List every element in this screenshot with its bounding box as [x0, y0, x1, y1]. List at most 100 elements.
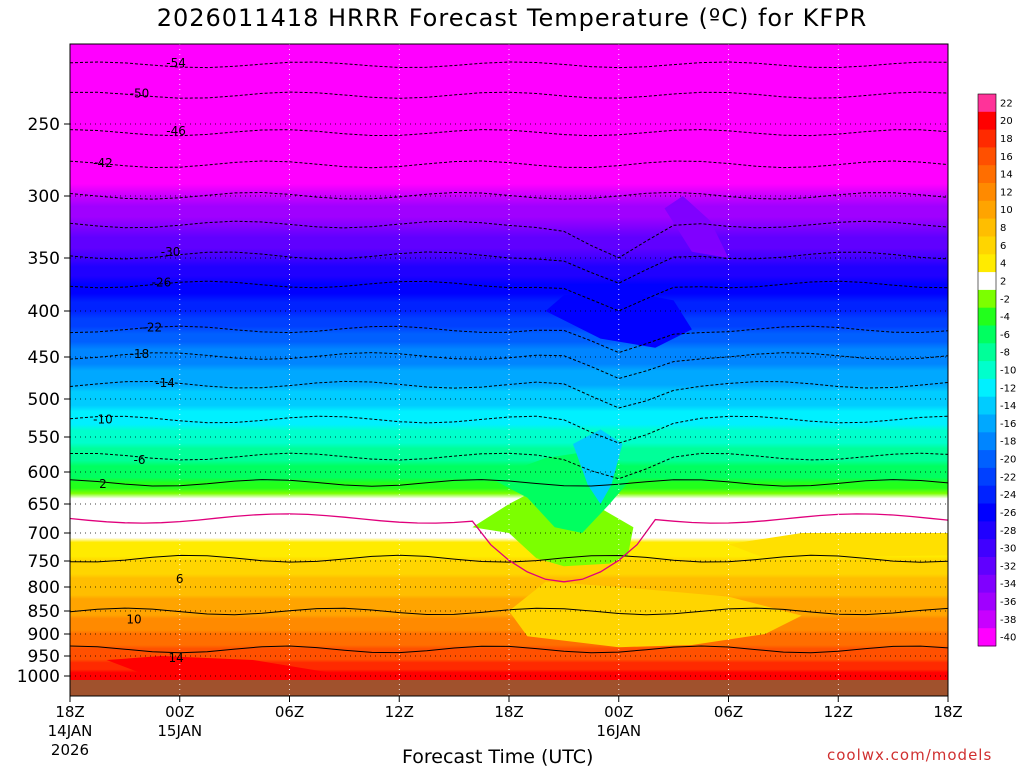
contour-label--42: -42 [93, 156, 113, 170]
colorbar-swatch--28 [978, 521, 996, 540]
colorbar-swatch--10 [978, 361, 996, 380]
colorbar-label-4: 4 [1000, 259, 1006, 270]
y-tick-300: 300 [28, 187, 60, 207]
colorbar-label-8: 8 [1000, 223, 1006, 234]
isotherm--22 [70, 325, 948, 354]
colorbar-swatch-14 [978, 165, 996, 184]
x-tick-0: 18Z [55, 703, 84, 721]
isotherm--6 [70, 452, 948, 480]
warm-zone-red [106, 656, 327, 684]
colorbar-label-22: 22 [1000, 98, 1013, 109]
contour-labels: -54 -50 -46 -42 -30 -26 -22 -18 -14 -10 -6 2 6 10 14 [93, 56, 186, 665]
colorbar: 22 20 18 16 14 12 10 8 6 4 2 -2 -4 -6 -8 -10 -12 -14 -16 -1… [977, 93, 1016, 647]
isotherm-6 [70, 554, 948, 563]
colorbar-swatch-4 [978, 254, 996, 273]
x-tick-6: 00Z [165, 703, 194, 721]
colorbar-label-12: 12 [1000, 187, 1013, 198]
contour-label--14: -14 [155, 376, 175, 390]
x-tick-30: 00Z [604, 703, 633, 721]
colorbar-swatch--40 [978, 628, 996, 647]
colorbar-label--38: -38 [1000, 615, 1016, 626]
colorbar-swatch--6 [978, 325, 996, 344]
y-tick-500: 500 [28, 390, 60, 410]
contour-label--6: -6 [134, 453, 146, 467]
y-tick-650: 650 [28, 495, 60, 515]
contour-label--10: -10 [93, 413, 113, 427]
colorbar-label--32: -32 [1000, 561, 1016, 572]
y-axis: 250 300 350 400 450 500 550 600 650 700 750 800 850 9… [17, 115, 70, 687]
colorbar-swatch--22 [978, 467, 996, 487]
contour-label--18: -18 [130, 347, 150, 361]
colorbar-swatch--34 [978, 574, 996, 594]
isotherm--10 [70, 415, 948, 444]
colorbar-swatch-10 [978, 200, 996, 220]
x-tick-42: 12Z [824, 703, 853, 721]
colorbar-label--40: -40 [1000, 633, 1016, 644]
credit-link[interactable]: coolwx.com/models [827, 746, 993, 764]
colorbar-swatch--38 [978, 610, 996, 629]
chart-title: 2026011418 HRRR Forecast Temperature (ºC… [156, 4, 868, 32]
colorbar-swatch--32 [978, 557, 996, 576]
y-tick-250: 250 [28, 115, 60, 135]
x-tick-year-0: 2026 [51, 741, 89, 759]
isotherm--34 [70, 220, 948, 259]
x-axis-title: Forecast Time (UTC) [402, 746, 594, 768]
colorbar-swatch--2 [978, 289, 996, 309]
contour-label--22: -22 [143, 321, 163, 335]
contour-label--26: -26 [152, 275, 172, 289]
y-tick-350: 350 [28, 249, 60, 269]
y-tick-900: 900 [28, 625, 60, 645]
isotherm--18 [70, 352, 948, 380]
colorbar-label--34: -34 [1000, 579, 1016, 590]
colorbar-label--30: -30 [1000, 544, 1016, 555]
isotherm--50 [70, 91, 948, 99]
colorbar-label--4: -4 [1000, 312, 1010, 323]
colorbar-label--12: -12 [1000, 383, 1016, 394]
y-tick-950: 950 [28, 647, 60, 667]
colorbar-label--6: -6 [1000, 330, 1010, 341]
colorbar-label-10: 10 [1000, 205, 1013, 216]
y-tick-1000: 1000 [17, 667, 60, 687]
colorbar-swatch--20 [978, 450, 996, 469]
contour-label--30: -30 [161, 245, 181, 259]
colorbar-label--8: -8 [1000, 348, 1010, 359]
y-tick-750: 750 [28, 552, 60, 572]
colorbar-label--22: -22 [1000, 472, 1016, 483]
colorbar-label--26: -26 [1000, 508, 1016, 519]
colorbar-label-14: 14 [1000, 170, 1013, 181]
colorbar-swatch--16 [978, 414, 996, 433]
colorbar-label-16: 16 [1000, 152, 1013, 163]
isotherm--42 [70, 160, 948, 169]
colorbar-swatch--8 [978, 343, 996, 362]
colorbar-swatch-18 [978, 129, 996, 148]
y-tick-600: 600 [28, 463, 60, 483]
colorbar-swatch-6 [978, 236, 996, 255]
colorbar-swatch-12 [978, 183, 996, 202]
colorbar-label-6: 6 [1000, 241, 1006, 252]
colorbar-swatch--4 [978, 307, 996, 326]
isotherm--46 [70, 129, 948, 137]
colorbar-swatch--26 [978, 503, 996, 522]
colorbar-swatch--24 [978, 485, 996, 504]
y-tick-550: 550 [28, 428, 60, 448]
colorbar-swatch-2 [978, 272, 996, 291]
colorbar-swatch-22 [978, 94, 996, 113]
colorbar-label--18: -18 [1000, 437, 1016, 448]
colorbar-swatch--14 [978, 396, 996, 415]
x-tick-36: 06Z [714, 703, 743, 721]
colorbar-label-2: 2 [1000, 277, 1006, 288]
colorbar-label--24: -24 [1000, 490, 1016, 501]
colorbar-swatch--12 [978, 378, 996, 398]
colorbar-swatch--30 [978, 539, 996, 558]
colorbar-label-18: 18 [1000, 134, 1013, 145]
y-tick-700: 700 [28, 524, 60, 544]
contour-label--50: -50 [130, 87, 150, 101]
y-tick-400: 400 [28, 302, 60, 322]
colorbar-swatch--36 [978, 592, 996, 611]
dip-violet [664, 196, 729, 258]
colorbar-label-20: 20 [1000, 116, 1013, 127]
colorbar-label--36: -36 [1000, 597, 1016, 608]
colorbar-label--14: -14 [1000, 401, 1016, 412]
